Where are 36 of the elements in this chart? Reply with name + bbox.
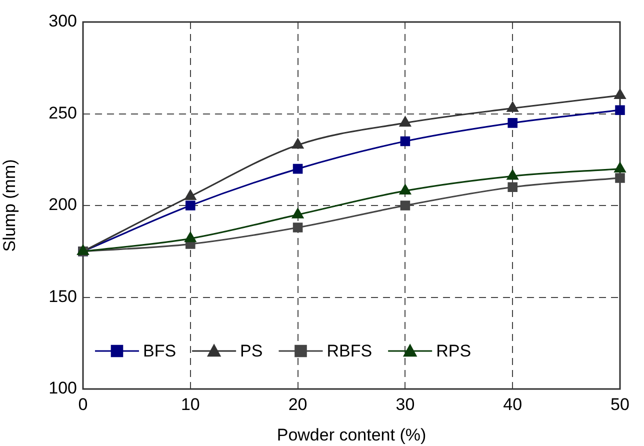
- y-tick-label: 200: [48, 195, 77, 214]
- y-tick-label: 250: [48, 103, 77, 122]
- point: [506, 102, 518, 112]
- x-tick-label: 20: [288, 394, 308, 414]
- point: [508, 182, 518, 192]
- y-axis-title: Slump (mm): [0, 159, 19, 252]
- point: [614, 162, 626, 172]
- x-tick-label: 30: [396, 394, 415, 414]
- legend-label: BFS: [143, 342, 176, 361]
- point: [399, 184, 412, 194]
- x-axis-title: Powder content (%): [276, 425, 426, 444]
- point: [292, 138, 304, 149]
- point: [615, 173, 625, 183]
- x-tick-label: 0: [78, 394, 88, 414]
- x-tick-label: 50: [610, 394, 630, 414]
- point: [400, 136, 410, 146]
- point: [506, 169, 518, 180]
- y-tick-label: 100: [48, 378, 77, 398]
- legend-label: RPS: [436, 342, 472, 361]
- legend-label: RBFS: [326, 342, 372, 361]
- point: [508, 118, 518, 128]
- point: [184, 232, 196, 242]
- point: [292, 208, 304, 218]
- point: [399, 116, 412, 127]
- point: [292, 164, 303, 174]
- y-tick-label: 300: [48, 12, 77, 31]
- point: [292, 222, 303, 232]
- point: [184, 190, 196, 200]
- point: [400, 200, 410, 210]
- y-tick-label: 150: [48, 286, 77, 306]
- point: [615, 105, 625, 115]
- x-tick-label: 10: [180, 394, 200, 414]
- legend-label: PS: [240, 342, 263, 361]
- point: [186, 200, 196, 210]
- x-tick-label: 40: [503, 394, 522, 414]
- point: [614, 88, 626, 100]
